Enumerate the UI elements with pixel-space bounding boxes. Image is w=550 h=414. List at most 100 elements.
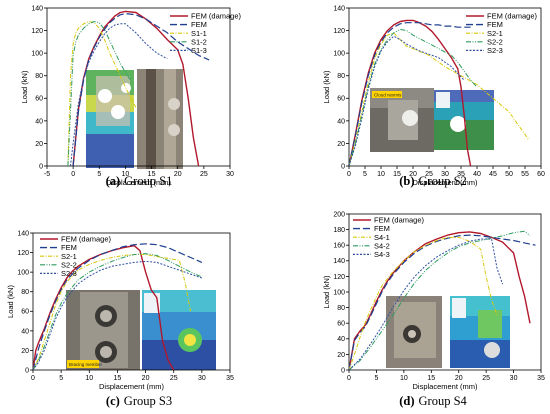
chart-d-series-3: [349, 236, 498, 370]
chart-c-ytick-label: 0: [25, 367, 29, 374]
chart-b-legend-label-1: FEM (damage): [487, 12, 538, 21]
chart-a-legend-label-2: FEM: [191, 20, 207, 29]
photo-insert-d: [386, 296, 510, 368]
caption-d-letter: (d): [399, 394, 414, 408]
chart-b-series-2: [349, 22, 471, 166]
chart-d-ytick-label: 20: [337, 352, 345, 359]
chart-a-series-2: [72, 13, 210, 166]
chart-b-xtick-label: 55: [521, 171, 529, 178]
caption-a: (a) Group S1: [106, 174, 173, 188]
chart-c-ytick-label: 120: [17, 250, 29, 257]
chart-b-ytick-label: 140: [333, 5, 345, 12]
chart-a-xtick-label: 30: [226, 171, 234, 178]
chart-c-series-group: [33, 243, 203, 370]
chart-b-legend-label-5: S2-3: [487, 46, 503, 55]
chart-a-ytick-label: 60: [35, 96, 43, 103]
chart-b-axes: [346, 7, 542, 169]
chart-d-legend-label-5: S4-3: [374, 250, 390, 259]
panel-c: Bracing member 0 5 10 15 20 25 30 35 0 20 40 60 80 10…: [6, 230, 234, 408]
chart-d-xlabel: Displacement (mm): [412, 382, 478, 391]
chart-a-xtick-label: 5: [97, 171, 101, 178]
chart-b-ytick-label: 40: [337, 118, 345, 125]
chart-a-xlabel: Displacement (mm): [106, 178, 172, 187]
chart-b-series-3: [349, 32, 529, 166]
chart-a-legend-label-3: S1-1: [191, 29, 207, 38]
chart-d-legend-label-1: FEM (damage): [374, 216, 425, 225]
chart-d-series-1: [349, 231, 531, 370]
chart-d-ytick-label: 100: [333, 289, 345, 296]
chart-d-ytick-label: 120: [333, 274, 345, 281]
chart-b-series-group: [349, 19, 529, 166]
chart-a-series-3: [67, 21, 137, 166]
insert-label-c: Bracing member: [69, 362, 103, 367]
caption-b-letter: (b): [399, 174, 414, 188]
chart-c-ytick-label: 40: [21, 328, 29, 335]
chart-c-ytick-label: 100: [17, 270, 29, 277]
chart-c-xtick-label: 30: [198, 375, 206, 382]
photo-insert-c: Bracing member: [66, 290, 216, 370]
chart-d-series-group: [349, 230, 536, 370]
chart-a-ytick-label: 20: [35, 141, 43, 148]
caption-b-text: Group S2: [419, 174, 467, 188]
chart-b-ytick-label: 120: [333, 28, 345, 35]
chart-c-legend-label-5: S2-3: [61, 269, 77, 278]
chart-c-series-5: [33, 260, 203, 370]
caption-c-text: Group S3: [124, 394, 172, 408]
chart-c-frame: [32, 232, 231, 371]
caption-c-letter: (c): [106, 394, 120, 408]
chart-c-series-4: [33, 253, 203, 370]
chart-b-series-1: [349, 19, 472, 166]
chart-b-ytick-label: 60: [337, 96, 345, 103]
chart-b-ytick-label: 100: [333, 51, 345, 58]
chart-c-xtick-label: 0: [31, 375, 35, 382]
chart-c-xtick-label: 20: [142, 375, 150, 382]
chart-d-ytick-label: 60: [337, 321, 345, 328]
chart-b-xtick-label: 35: [457, 171, 465, 178]
chart-d-xtick-label: 30: [510, 375, 518, 382]
chart-d-ytick-label: 40: [337, 336, 345, 343]
chart-c-series-3: [33, 254, 192, 370]
panel-b: Cloud nexmis 0 5 10 15 20 25 30 35 40 45 50 55 60 0 20…: [322, 5, 545, 188]
chart-b-legend-label-2: FEM: [487, 20, 503, 29]
chart-b-xlabel: Displacement (mm): [412, 178, 478, 187]
chart-c-xtick-label: 25: [170, 375, 178, 382]
caption-b: (b) Group S2: [399, 174, 467, 188]
chart-d-series-2: [349, 234, 536, 370]
chart-a-axes: [44, 7, 231, 169]
chart-c-xtick-label: 5: [59, 375, 63, 382]
caption-d-text: Group S4: [419, 394, 468, 408]
chart-c-legend-label-2: FEM: [61, 243, 77, 252]
chart-a-xtick-label: 0: [71, 171, 75, 178]
chart-b-xtick-label: 15: [393, 171, 401, 178]
caption-c: (c) Group S3: [106, 394, 172, 408]
chart-b-xtick-label: 50: [505, 171, 513, 178]
chart-d-xtick-label: 5: [374, 375, 378, 382]
chart-b-xtick-label: 10: [377, 171, 385, 178]
chart-d-axes: [346, 213, 542, 373]
caption-d: (d) Group S4: [399, 394, 467, 408]
chart-a-ytick-label: 0: [39, 163, 43, 170]
chart-c-axes: [30, 232, 231, 373]
chart-b-series-4: [349, 28, 478, 166]
chart-c-xtick-label: 15: [114, 375, 122, 382]
chart-a-ytick-label: 80: [35, 73, 43, 80]
chart-a-xtick-label: 15: [148, 171, 156, 178]
chart-a-xtick-label: 25: [200, 171, 208, 178]
chart-b-ylabel: Load (kN): [322, 70, 331, 103]
chart-d-ytick-label: 0: [341, 367, 345, 374]
chart-a-ytick-label: 100: [31, 51, 43, 58]
chart-a-xtick-label: -5: [44, 171, 50, 178]
chart-a-xtick-label: 20: [174, 171, 182, 178]
chart-c-ytick-label: 80: [21, 289, 29, 296]
chart-d-legend-label-2: FEM: [374, 224, 390, 233]
photo-insert-b: Cloud nexmis: [370, 88, 494, 152]
chart-d-xtick-label: 0: [347, 375, 351, 382]
chart-d-ytick-label: 180: [333, 227, 345, 234]
chart-a-xtick-label: 10: [122, 171, 130, 178]
chart-d-xtick-label: 25: [482, 375, 490, 382]
